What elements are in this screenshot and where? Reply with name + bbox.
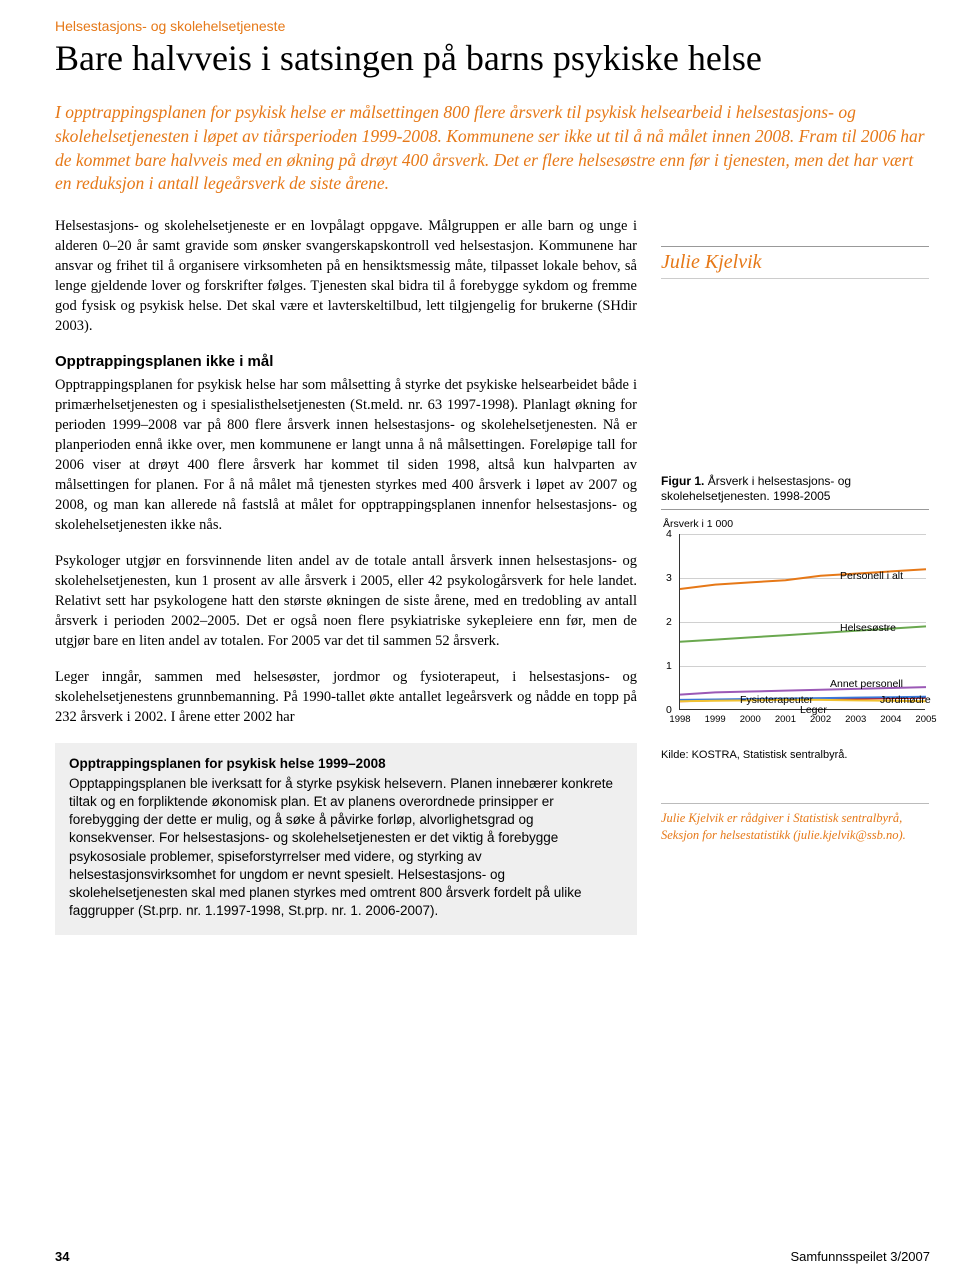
chart-ytick: 3 — [666, 572, 672, 584]
publication-id: Samfunnsspeilet 3/2007 — [791, 1249, 930, 1264]
body-paragraph: Helsestasjons- og skolehelsetjeneste er … — [55, 216, 637, 336]
author-bio: Julie Kjelvik er rådgiver i Statistisk s… — [661, 803, 929, 844]
chart-series-label: Jordmødre — [880, 694, 931, 706]
info-box: Opptrappingsplanen for psykisk helse 199… — [55, 743, 637, 935]
chart-xtick: 1998 — [669, 714, 690, 725]
page-number: 34 — [55, 1249, 69, 1264]
side-column: Julie Kjelvik Figur 1. Årsverk i helsest… — [661, 216, 929, 935]
figure-caption: Figur 1. Årsverk i helsestasjons- og sko… — [661, 474, 929, 510]
body-paragraph: Leger inngår, sammen med helsesøster, jo… — [55, 667, 637, 727]
chart-series-label: Personell i alt — [840, 570, 903, 582]
chart-xtick: 2000 — [740, 714, 761, 725]
lead-paragraph: I opptrappingsplanen for psykisk helse e… — [55, 101, 930, 196]
info-box-title: Opptrappingsplanen for psykisk helse 199… — [69, 755, 623, 773]
chart-series-label: Leger — [800, 704, 827, 716]
info-box-text: Opptappingsplanen ble iverksatt for å st… — [69, 775, 623, 921]
chart-ytick: 1 — [666, 660, 672, 672]
figure-source: Kilde: KOSTRA, Statistisk sentralbyrå. — [661, 749, 929, 761]
body-paragraph: Opptrappingsplanen for psykisk helse har… — [55, 375, 637, 535]
body-paragraph: Psykologer utgjør en forsvinnende liten … — [55, 551, 637, 651]
chart-xtick: 2004 — [880, 714, 901, 725]
chart-series-label: Helsesøstre — [840, 622, 896, 634]
chart-xtick: 2005 — [915, 714, 936, 725]
main-column: Helsestasjons- og skolehelsetjeneste er … — [55, 216, 637, 935]
page-footer: 34 Samfunnsspeilet 3/2007 — [55, 1249, 930, 1264]
article-headline: Bare halvveis i satsingen på barns psyki… — [55, 38, 930, 79]
chart-ytick: 4 — [666, 528, 672, 540]
line-chart: Årsverk i 1 000 012341998199920002001200… — [661, 518, 929, 743]
chart-series-label: Annet personell — [830, 678, 903, 690]
chart-ytick: 2 — [666, 616, 672, 628]
chart-xtick: 2003 — [845, 714, 866, 725]
chart-xtick: 2001 — [775, 714, 796, 725]
figure-number: Figur 1. — [661, 474, 704, 488]
author-name: Julie Kjelvik — [661, 246, 929, 279]
section-heading: Opptrappingsplanen ikke i mål — [55, 352, 637, 373]
chart-y-axis-label: Årsverk i 1 000 — [663, 518, 733, 530]
chart-xtick: 1999 — [705, 714, 726, 725]
category-label: Helsestasjons- og skolehelsetjeneste — [55, 18, 930, 34]
